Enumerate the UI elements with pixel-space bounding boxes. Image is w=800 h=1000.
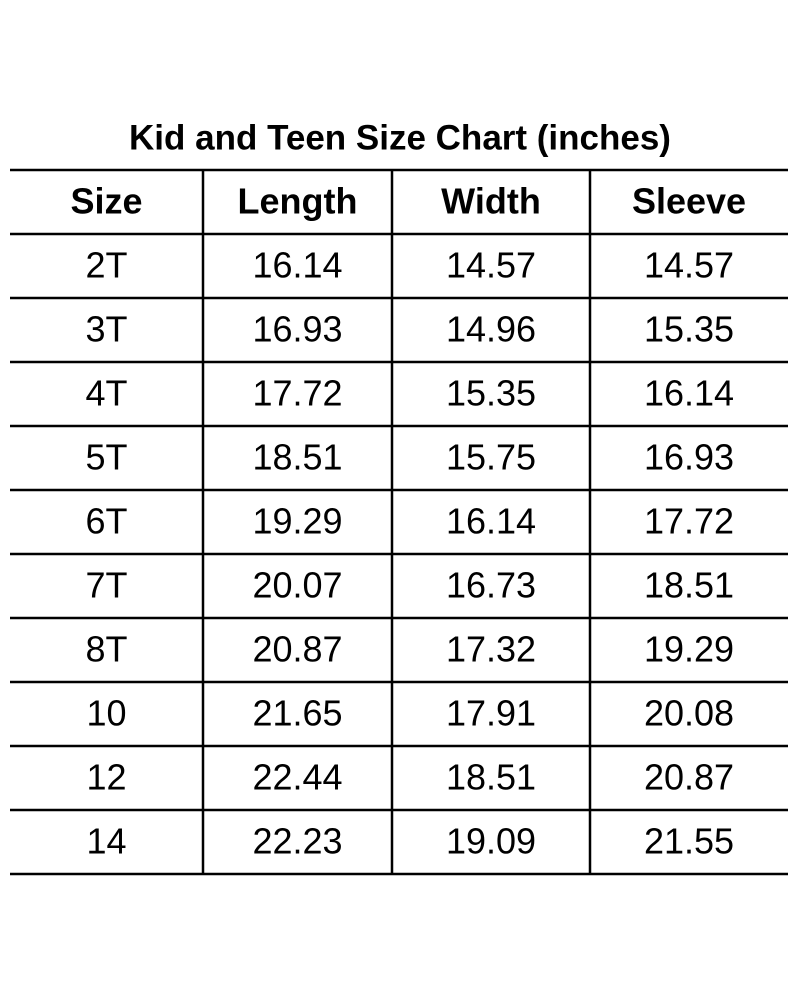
table-cell: 21.55 xyxy=(644,821,734,862)
table-cell: 7T xyxy=(85,565,127,606)
table-cell: 16.93 xyxy=(644,437,734,478)
table-cell: 19.09 xyxy=(446,821,536,862)
table-cell: 19.29 xyxy=(644,629,734,670)
table-cell: 16.14 xyxy=(446,501,536,542)
table-cell: 17.72 xyxy=(252,373,342,414)
table-cell: 14.57 xyxy=(644,245,734,286)
table-cell: 19.29 xyxy=(252,501,342,542)
column-header: Size xyxy=(70,181,142,222)
table-cell: 18.51 xyxy=(644,565,734,606)
table-cell: 14.96 xyxy=(446,309,536,350)
table-cell: 2T xyxy=(85,245,127,286)
column-header: Sleeve xyxy=(632,181,746,222)
table-cell: 5T xyxy=(85,437,127,478)
table-cell: 16.93 xyxy=(252,309,342,350)
table-cell: 17.72 xyxy=(644,501,734,542)
table-cell: 16.14 xyxy=(644,373,734,414)
table-cell: 20.08 xyxy=(644,693,734,734)
table-cell: 4T xyxy=(85,373,127,414)
table-cell: 21.65 xyxy=(252,693,342,734)
table-title: Kid and Teen Size Chart (inches) xyxy=(129,118,671,157)
table-cell: 22.23 xyxy=(252,821,342,862)
table-cell: 18.51 xyxy=(446,757,536,798)
table-cell: 20.87 xyxy=(252,629,342,670)
table-cell: 8T xyxy=(85,629,127,670)
table-cell: 18.51 xyxy=(252,437,342,478)
table-cell: 10 xyxy=(86,693,126,734)
table-cell: 12 xyxy=(86,757,126,798)
table-cell: 15.35 xyxy=(644,309,734,350)
column-header: Length xyxy=(238,181,358,222)
table-cell: 20.87 xyxy=(644,757,734,798)
table-cell: 15.75 xyxy=(446,437,536,478)
table-cell: 14 xyxy=(86,821,126,862)
table-cell: 17.32 xyxy=(446,629,536,670)
table-cell: 20.07 xyxy=(252,565,342,606)
table-cell: 15.35 xyxy=(446,373,536,414)
column-header: Width xyxy=(441,181,541,222)
table-cell: 6T xyxy=(85,501,127,542)
table-cell: 17.91 xyxy=(446,693,536,734)
table-cell: 3T xyxy=(85,309,127,350)
table-cell: 14.57 xyxy=(446,245,536,286)
table-cell: 16.14 xyxy=(252,245,342,286)
table-cell: 22.44 xyxy=(252,757,342,798)
table-cell: 16.73 xyxy=(446,565,536,606)
